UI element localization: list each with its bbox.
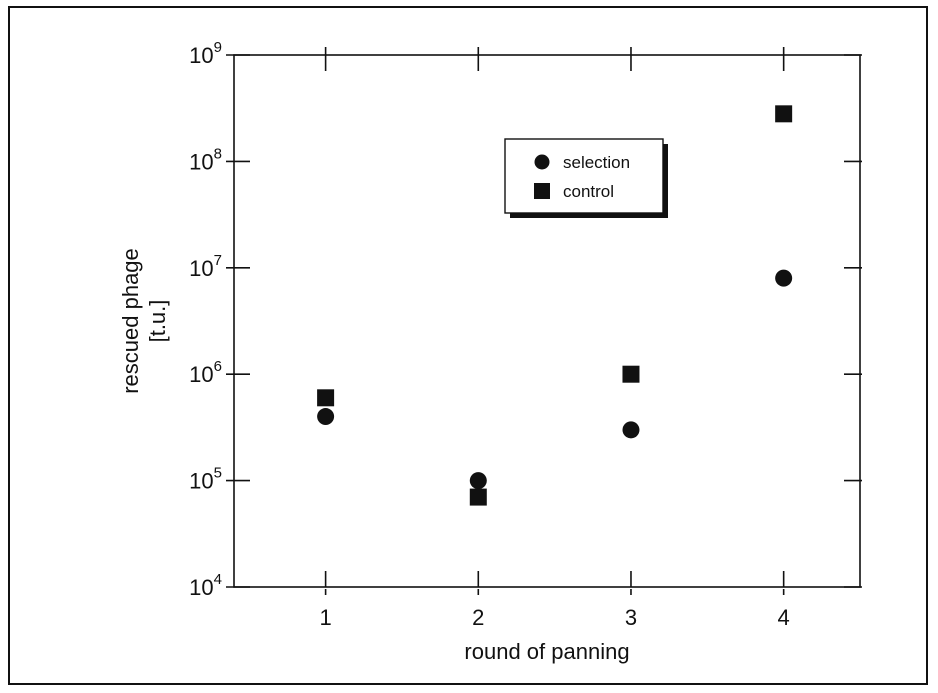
x-tick-label: 1 — [319, 605, 331, 630]
legend: selection control — [504, 138, 668, 218]
x-axis-title: round of panning — [464, 639, 629, 664]
y-tick-label: 104 — [189, 571, 222, 600]
plot-area-border — [233, 54, 861, 588]
legend-marker-selection — [534, 154, 550, 170]
figure-frame — [8, 6, 928, 685]
y-tick-label: 105 — [189, 465, 222, 494]
y-axis-title-line-1: rescued phage — [118, 248, 143, 394]
legend-box — [504, 138, 664, 214]
point-control — [317, 389, 335, 407]
y-tick-label: 108 — [189, 145, 222, 174]
point-selection — [622, 421, 640, 439]
point-selection — [317, 408, 335, 426]
legend-label-control: control — [563, 182, 614, 201]
point-control — [469, 488, 487, 506]
legend-marker-control — [534, 183, 550, 199]
legend-label-selection: selection — [563, 153, 630, 172]
y-tick-label: 106 — [189, 358, 222, 387]
tick-labels: 1 2 3 4 104 105 106 107 108 109 — [189, 39, 790, 630]
y-tick-label: 107 — [189, 252, 222, 281]
axes — [233, 54, 861, 588]
x-tick-label: 2 — [472, 605, 484, 630]
tick-marks — [226, 47, 862, 595]
x-tick-label: 3 — [625, 605, 637, 630]
point-selection — [469, 472, 487, 490]
point-selection — [775, 269, 793, 287]
point-control — [775, 105, 793, 123]
y-tick-label: 109 — [189, 39, 222, 68]
data-marks — [317, 105, 793, 506]
point-control — [622, 365, 640, 383]
y-axis-title-line-2: [t.u.] — [145, 300, 170, 343]
x-tick-label: 4 — [778, 605, 790, 630]
axis-titles: round of panning rescued phage [t.u.] — [118, 248, 630, 664]
